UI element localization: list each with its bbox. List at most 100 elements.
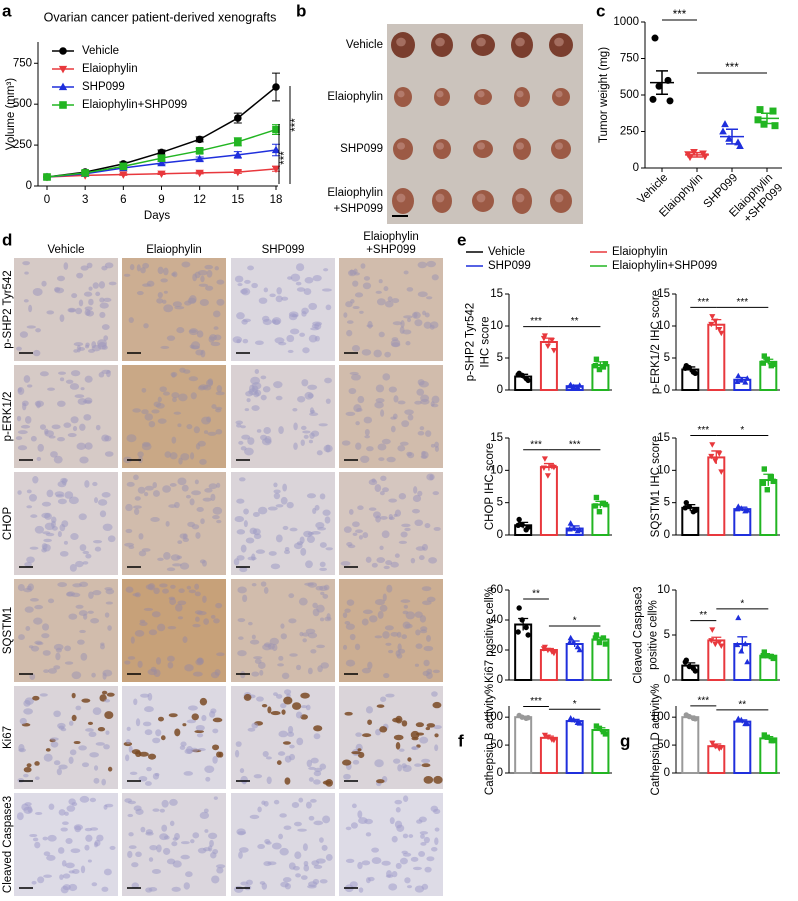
- tumor-highlight: [396, 37, 406, 47]
- y-tick-label: 50: [657, 739, 670, 751]
- nucleus: [269, 293, 276, 298]
- nucleus: [418, 851, 426, 857]
- nucleus: [432, 491, 440, 496]
- nucleus: [203, 430, 209, 434]
- marker: [234, 114, 242, 122]
- nucleus: [325, 304, 332, 311]
- nucleus: [209, 839, 214, 847]
- nucleus: [98, 281, 106, 289]
- y-tick-label: 5: [664, 497, 670, 509]
- nucleus: [85, 310, 95, 317]
- nucleus: [171, 886, 181, 892]
- y-axis-label: positive cell%: [648, 600, 660, 670]
- nucleus: [129, 771, 138, 776]
- nucleus: [84, 375, 93, 383]
- marker: [761, 466, 767, 472]
- nucleus: [401, 420, 410, 428]
- nucleus: [107, 535, 116, 543]
- nucleus: [24, 802, 32, 806]
- nucleus: [313, 725, 323, 732]
- y-tick-label: 10: [657, 584, 670, 596]
- nucleus: [58, 809, 66, 816]
- nucleus: [207, 832, 218, 840]
- ihc-image: [122, 686, 226, 789]
- nucleus: [168, 713, 178, 718]
- nucleus: [280, 496, 288, 505]
- nucleus: [243, 508, 249, 515]
- nucleus: [415, 722, 425, 728]
- nucleus: [308, 777, 314, 782]
- marker: [540, 335, 547, 342]
- nucleus: [434, 744, 439, 752]
- nucleus: [257, 844, 265, 850]
- y-tick-label: 0: [26, 180, 32, 192]
- nucleus: [421, 883, 429, 890]
- nucleus: [210, 341, 221, 347]
- nucleus: [308, 439, 314, 444]
- marker: [548, 337, 555, 344]
- nucleus: [181, 484, 189, 492]
- nucleus: [143, 491, 149, 497]
- nucleus: [308, 766, 316, 770]
- nucleus: [361, 618, 369, 626]
- nucleus: [346, 320, 354, 324]
- nucleus: [239, 847, 249, 853]
- nucleus: [295, 263, 305, 272]
- nucleus: [106, 369, 111, 378]
- bar: [539, 736, 558, 775]
- nucleus: [210, 493, 216, 502]
- nucleus: [312, 602, 318, 609]
- nucleus: [197, 269, 208, 276]
- nucleus: [261, 882, 268, 890]
- nucleus: [263, 287, 269, 293]
- y-axis-label: Cathepsin B activity%: [484, 684, 496, 795]
- nucleus: [237, 586, 247, 594]
- nucleus: [395, 650, 401, 657]
- nucleus: [283, 689, 292, 695]
- nucleus: [37, 876, 45, 884]
- nucleus: [61, 860, 67, 867]
- nucleus: [139, 621, 148, 627]
- nucleus: [258, 297, 268, 304]
- y-axis-label: CHOP IHC score: [484, 443, 496, 530]
- nucleus: [281, 296, 289, 301]
- nucleus: [88, 298, 94, 306]
- nucleus: [349, 269, 354, 276]
- nucleus: [99, 297, 105, 303]
- nucleus: [178, 457, 183, 465]
- nucleus: [57, 481, 67, 488]
- nucleus: [344, 608, 351, 613]
- nucleus: [199, 811, 210, 820]
- marker: [716, 639, 723, 646]
- marker: [81, 169, 89, 177]
- nucleus: [311, 860, 320, 866]
- marker: [525, 632, 531, 638]
- nucleus: [319, 879, 328, 884]
- nucleus: [351, 751, 361, 755]
- legend-label: Elaiophylin+SHP099: [82, 99, 187, 111]
- nucleus: [185, 494, 191, 499]
- column-label: +SHP099: [366, 244, 416, 256]
- nucleus: [65, 837, 73, 845]
- nucleus: [319, 763, 327, 770]
- nucleus: [172, 301, 182, 308]
- nucleus: [312, 275, 322, 282]
- tumor-highlight: [516, 90, 524, 98]
- nucleus: [313, 733, 321, 740]
- nucleus: [17, 584, 25, 592]
- nucleus: [298, 797, 304, 803]
- nucleus: [101, 434, 110, 442]
- nucleus: [430, 443, 436, 448]
- nucleus: [287, 349, 294, 354]
- nucleus: [361, 349, 372, 356]
- nucleus: [66, 805, 76, 812]
- nucleus: [172, 563, 182, 567]
- nucleus: [404, 877, 411, 884]
- nucleus: [368, 507, 377, 511]
- nucleus: [84, 306, 93, 311]
- marker: [550, 464, 557, 471]
- marker: [666, 97, 674, 105]
- nucleus: [365, 832, 372, 837]
- nucleus: [310, 798, 317, 803]
- error-bar: [691, 151, 703, 158]
